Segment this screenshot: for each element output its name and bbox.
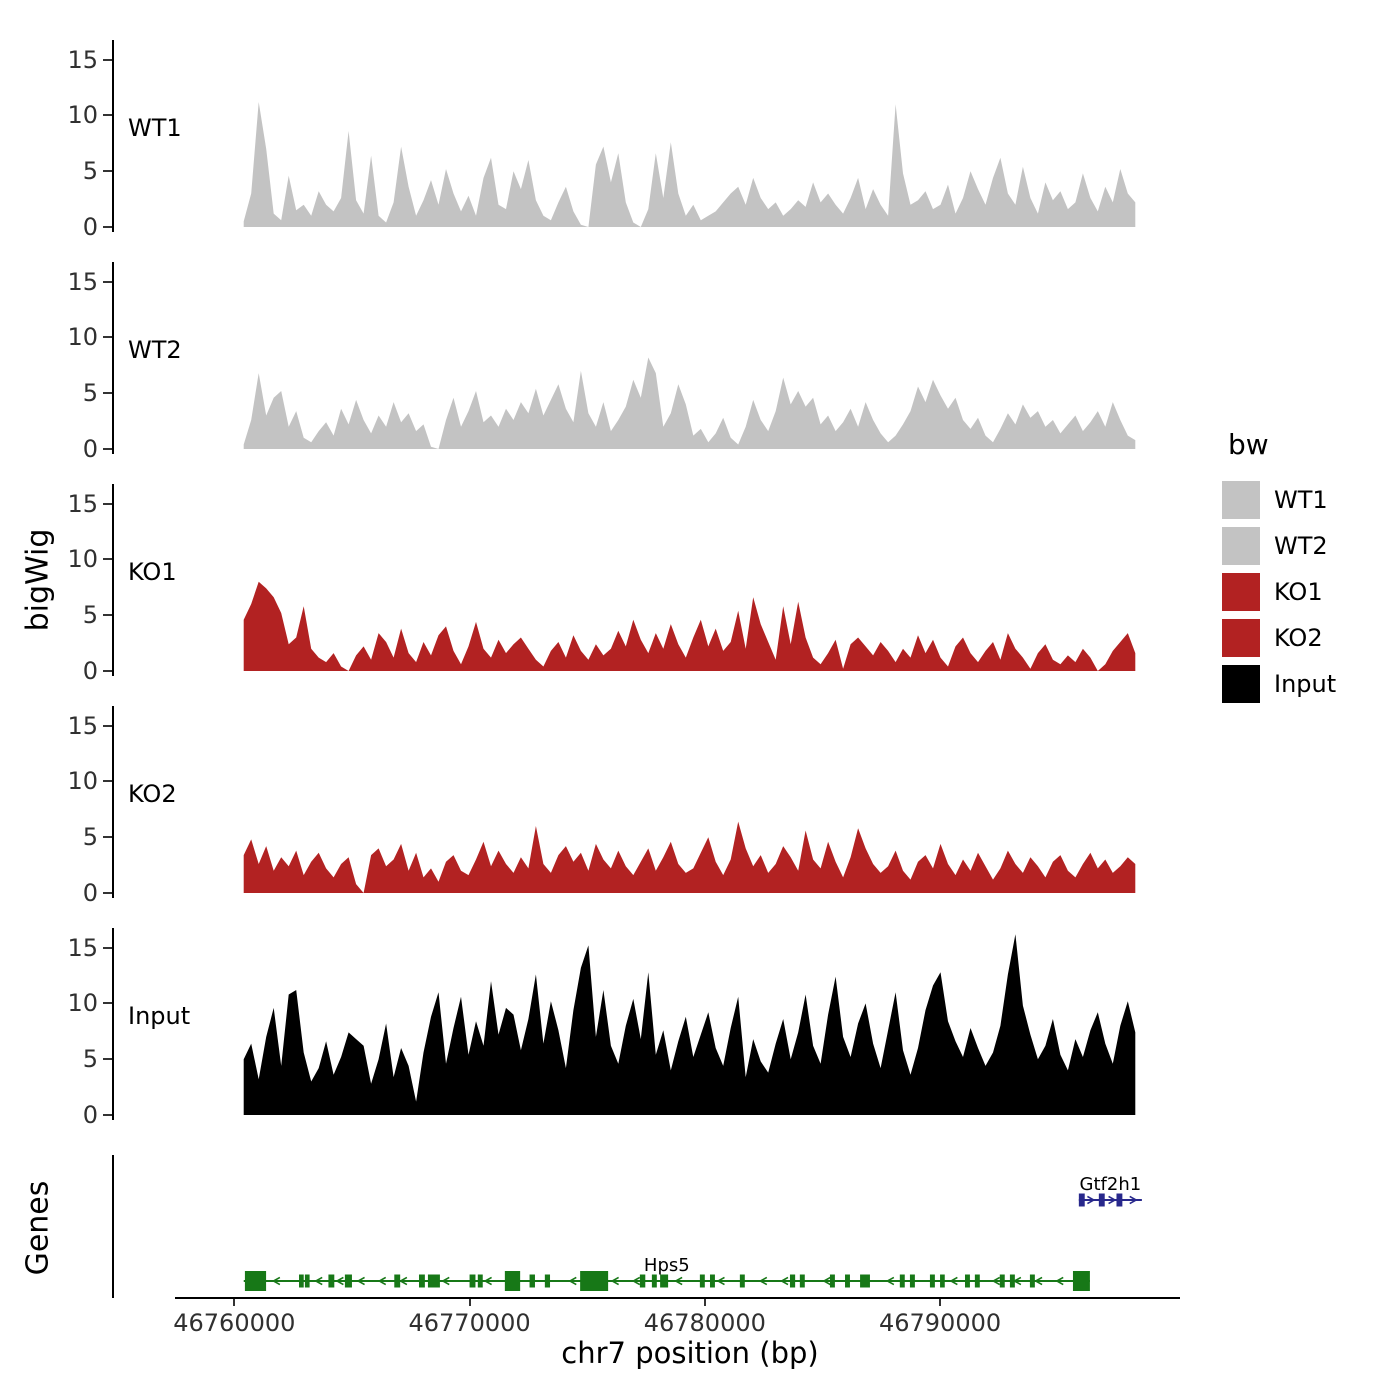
legend-label-ko1: KO1 bbox=[1274, 578, 1323, 606]
x-axis-line bbox=[175, 1297, 1180, 1299]
track-label-wt1: WT1 bbox=[128, 114, 182, 142]
legend-label-wt2: WT2 bbox=[1274, 532, 1328, 560]
x-tick-label: 46760000 bbox=[173, 1309, 296, 1337]
y-axis-line bbox=[112, 928, 114, 1120]
legend-swatch-wt2 bbox=[1222, 527, 1260, 565]
y-axis-line bbox=[112, 262, 114, 454]
legend-label-ko2: KO2 bbox=[1274, 624, 1323, 652]
y-tick-label: 0 bbox=[82, 1101, 98, 1129]
legend-item-wt2: WT2 bbox=[1222, 523, 1392, 569]
y-tick-label: 5 bbox=[82, 157, 98, 186]
x-tick-label: 46770000 bbox=[408, 1309, 531, 1337]
y-tick-mark bbox=[103, 336, 112, 339]
y-axis-title: bigWig bbox=[20, 528, 56, 632]
y-tick-label: 0 bbox=[82, 213, 98, 241]
x-axis: 46760000 46770000 46780000 46790000 bbox=[112, 1297, 1180, 1357]
legend-swatch-ko1 bbox=[1222, 573, 1260, 611]
y-tick-mark bbox=[103, 892, 112, 894]
legend-item-ko1: KO1 bbox=[1222, 569, 1392, 615]
legend-item-input: Input bbox=[1222, 661, 1392, 707]
y-tick-label: 5 bbox=[82, 379, 98, 408]
track-panel-wt1: 15 10 5 0 WT1 bbox=[67, 40, 1180, 241]
track-panel-input: 15 10 5 0 Input bbox=[67, 928, 1180, 1129]
x-tick-label: 46790000 bbox=[878, 1309, 1002, 1337]
y-tick-label: 15 bbox=[67, 711, 98, 740]
y-tick-label: 15 bbox=[67, 267, 98, 296]
y-tick-mark bbox=[103, 448, 112, 450]
y-tick-label: 10 bbox=[67, 767, 98, 796]
y-tick-label: 10 bbox=[67, 989, 98, 1018]
signal-tracks-panel: 15 10 5 0 WT1 15 10 5 0 WT2 15 10 5 0 KO1 15 10 5 0 KO2 15 10… bbox=[67, 40, 1180, 1150]
legend-label-wt1: WT1 bbox=[1274, 486, 1328, 514]
y-tick-label: 10 bbox=[67, 545, 98, 574]
y-tick-mark bbox=[103, 614, 112, 617]
y-tick-mark bbox=[103, 1114, 112, 1116]
track-label-ko2: KO2 bbox=[128, 780, 177, 808]
y-tick-label: 15 bbox=[67, 489, 98, 518]
y-axis-line bbox=[112, 484, 114, 676]
y-tick-mark bbox=[103, 780, 112, 783]
track-panel-ko1: 15 10 5 0 KO1 bbox=[67, 484, 1180, 685]
track-signal-ko2 bbox=[243, 821, 1136, 893]
y-tick-mark bbox=[103, 836, 112, 839]
genes-panel: Gtf2h1 Hps5 bbox=[112, 1155, 1180, 1305]
y-tick-label: 5 bbox=[82, 1045, 98, 1074]
legend-item-wt1: WT1 bbox=[1222, 477, 1392, 523]
y-tick-mark bbox=[103, 170, 112, 173]
legend-title: bw bbox=[1228, 428, 1269, 461]
legend-label-input: Input bbox=[1274, 670, 1337, 698]
y-tick-mark bbox=[103, 58, 112, 61]
legend-swatch-ko2 bbox=[1222, 619, 1260, 657]
x-tick-mark bbox=[468, 1299, 471, 1306]
x-tick-mark bbox=[939, 1299, 942, 1306]
y-tick-mark bbox=[103, 670, 112, 672]
x-tick-mark bbox=[703, 1299, 706, 1306]
legend-swatch-wt1 bbox=[1222, 481, 1260, 519]
y-axis-line bbox=[112, 40, 114, 232]
y-tick-label: 0 bbox=[82, 879, 98, 907]
y-tick-label: 10 bbox=[67, 323, 98, 352]
track-signal-ko1 bbox=[243, 581, 1136, 671]
y-tick-mark bbox=[103, 114, 112, 117]
track-signal-input bbox=[243, 934, 1136, 1115]
gene-models bbox=[243, 1193, 1142, 1291]
y-tick-label: 10 bbox=[67, 101, 98, 130]
y-tick-mark bbox=[103, 392, 112, 395]
genes-axis-title: Genes bbox=[20, 1180, 56, 1276]
x-tick-label: 46780000 bbox=[643, 1309, 766, 1337]
legend-item-ko2: KO2 bbox=[1222, 615, 1392, 661]
y-tick-mark bbox=[103, 558, 112, 561]
y-tick-mark bbox=[103, 502, 112, 505]
y-tick-mark bbox=[103, 1058, 112, 1061]
y-tick-label: 0 bbox=[82, 435, 98, 463]
y-tick-mark bbox=[103, 1002, 112, 1005]
track-label-input: Input bbox=[128, 1002, 191, 1030]
gene-label-gtf2h1: Gtf2h1 bbox=[1079, 1174, 1142, 1195]
y-tick-label: 15 bbox=[67, 933, 98, 962]
genes-y-axis-line bbox=[112, 1155, 114, 1298]
track-panel-wt2: 15 10 5 0 WT2 bbox=[67, 262, 1180, 463]
y-axis-line bbox=[112, 706, 114, 898]
y-tick-mark bbox=[103, 280, 112, 283]
y-tick-mark bbox=[103, 226, 112, 228]
track-label-ko1: KO1 bbox=[128, 558, 177, 586]
track-signal-wt2 bbox=[243, 357, 1136, 449]
x-tick-mark bbox=[233, 1299, 236, 1306]
y-tick-label: 0 bbox=[82, 657, 98, 685]
y-tick-mark bbox=[103, 946, 112, 949]
x-axis-title: chr7 position (bp) bbox=[561, 1336, 819, 1370]
track-signal-wt1 bbox=[243, 102, 1136, 227]
legend: bw WT1 WT2 KO1 KO2 Input bbox=[1222, 428, 1392, 707]
y-tick-label: 5 bbox=[82, 823, 98, 852]
y-tick-mark bbox=[103, 724, 112, 727]
track-panel-ko2: 15 10 5 0 KO2 bbox=[67, 706, 1180, 907]
y-tick-label: 15 bbox=[67, 45, 98, 74]
y-tick-label: 5 bbox=[82, 601, 98, 630]
track-label-wt2: WT2 bbox=[128, 336, 182, 364]
gene-label-hps5: Hps5 bbox=[643, 1255, 690, 1276]
legend-swatch-input bbox=[1222, 665, 1260, 703]
